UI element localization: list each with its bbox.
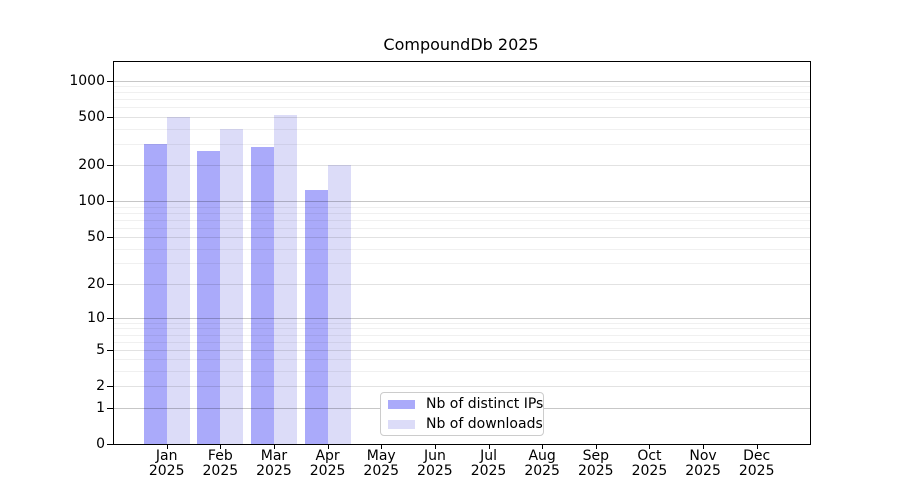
bar-nb-of-distinct-ips-mar-2025 [250,147,274,444]
y-tick-mark-20 [107,283,113,285]
gridline-y-200 [114,165,810,167]
y-tick-mark-100 [107,201,113,203]
gridline-y-500 [114,117,810,119]
y-tick-mark-50 [107,237,113,239]
gridline-y-minor-3 [114,371,810,373]
y-tick-mark-1 [107,407,113,409]
x-tick-label-aug-2025: Aug 2025 [524,448,560,479]
gridline-y-minor-600 [114,107,810,109]
legend-item-downloads: Nb of downloads [388,416,543,433]
x-tick-mark-feb-2025 [220,445,222,449]
gridline-y-minor-4 [114,359,810,361]
bar-nb-of-downloads-jan-2025 [166,117,190,444]
y-tick-label-500: 500 [78,109,105,126]
gridline-y-minor-400 [114,128,810,130]
bar-nb-of-downloads-apr-2025 [327,165,351,444]
y-tick-mark-1000 [107,80,113,82]
y-tick-label-50: 50 [87,229,105,246]
x-tick-label-may-2025: May 2025 [363,448,400,479]
y-tick-mark-0 [107,444,113,445]
x-tick-label-sep-2025: Sep 2025 [577,448,614,479]
x-tick-mark-may-2025 [381,445,383,449]
plot-area [113,61,811,445]
gridline-y-1000 [114,80,810,82]
gridline-y-minor-90 [114,206,810,208]
y-tick-label-200: 200 [78,157,105,174]
x-tick-label-jan-2025: Jan 2025 [148,448,185,479]
y-tick-label-5: 5 [96,341,105,358]
y-tick-label-100: 100 [78,193,105,210]
x-tick-mark-dec-2025 [756,445,758,449]
x-tick-mark-jan-2025 [166,445,168,449]
x-tick-label-feb-2025: Feb 2025 [202,448,239,479]
gridline-y-2 [114,386,810,388]
y-tick-mark-500 [107,117,113,119]
y-tick-mark-5 [107,349,113,351]
y-tick-label-1000: 1000 [69,72,105,89]
gridline-y-minor-30 [114,263,810,265]
x-tick-mark-mar-2025 [273,445,275,449]
x-tick-label-jun-2025: Jun 2025 [417,448,453,479]
gridline-y-minor-300 [114,143,810,145]
gridline-y-5 [114,349,810,351]
y-tick-mark-10 [107,317,113,319]
x-tick-label-apr-2025: Apr 2025 [309,448,346,479]
y-tick-label-10: 10 [87,309,105,326]
gridline-y-minor-60 [114,227,810,229]
legend: Nb of distinct IPs Nb of downloads [380,392,544,436]
x-tick-mark-jul-2025 [488,445,490,449]
y-tick-label-2: 2 [96,378,105,395]
x-tick-label-mar-2025: Mar 2025 [256,448,292,479]
x-tick-mark-nov-2025 [703,445,705,449]
bar-nb-of-downloads-mar-2025 [273,115,297,444]
chart-title: CompoundDb 2025 [383,35,539,54]
bar-nb-of-distinct-ips-jan-2025 [143,143,167,444]
legend-label-downloads: Nb of downloads [426,415,543,432]
gridline-y-10 [114,317,810,319]
gridline-y-minor-7 [114,334,810,336]
x-tick-mark-sep-2025 [595,445,597,449]
x-tick-label-oct-2025: Oct 2025 [631,448,668,479]
gridline-y-minor-9 [114,322,810,324]
gridline-y-minor-700 [114,99,810,101]
gridline-y-minor-40 [114,248,810,250]
gridline-y-minor-8 [114,328,810,330]
gridline-y-minor-6 [114,341,810,343]
x-tick-label-dec-2025: Dec 2025 [738,448,775,479]
x-tick-mark-jun-2025 [434,445,436,449]
x-tick-mark-oct-2025 [649,445,651,449]
gridline-y-minor-80 [114,212,810,214]
y-tick-label-1: 1 [96,399,105,416]
bar-nb-of-downloads-feb-2025 [220,128,244,444]
gridline-y-minor-800 [114,92,810,94]
gridline-y-minor-900 [114,86,810,88]
x-tick-label-jul-2025: Jul 2025 [470,448,507,479]
legend-swatch-distinct-ips [388,399,415,409]
x-tick-label-nov-2025: Nov 2025 [685,448,721,479]
legend-item-distinct-ips: Nb of distinct IPs [388,396,543,413]
bar-nb-of-distinct-ips-apr-2025 [304,189,328,444]
x-tick-mark-apr-2025 [327,445,329,449]
gridline-y-50 [114,237,810,239]
legend-swatch-downloads [388,419,415,429]
y-tick-mark-200 [107,165,113,167]
legend-label-distinct-ips: Nb of distinct IPs [426,395,544,412]
y-tick-label-0: 0 [96,436,105,452]
gridline-y-20 [114,283,810,285]
y-tick-label-20: 20 [87,275,105,292]
gridline-y-100 [114,201,810,203]
bar-nb-of-distinct-ips-feb-2025 [197,151,221,444]
y-tick-mark-2 [107,386,113,388]
x-tick-mark-aug-2025 [542,445,544,449]
gridline-y-minor-70 [114,219,810,221]
